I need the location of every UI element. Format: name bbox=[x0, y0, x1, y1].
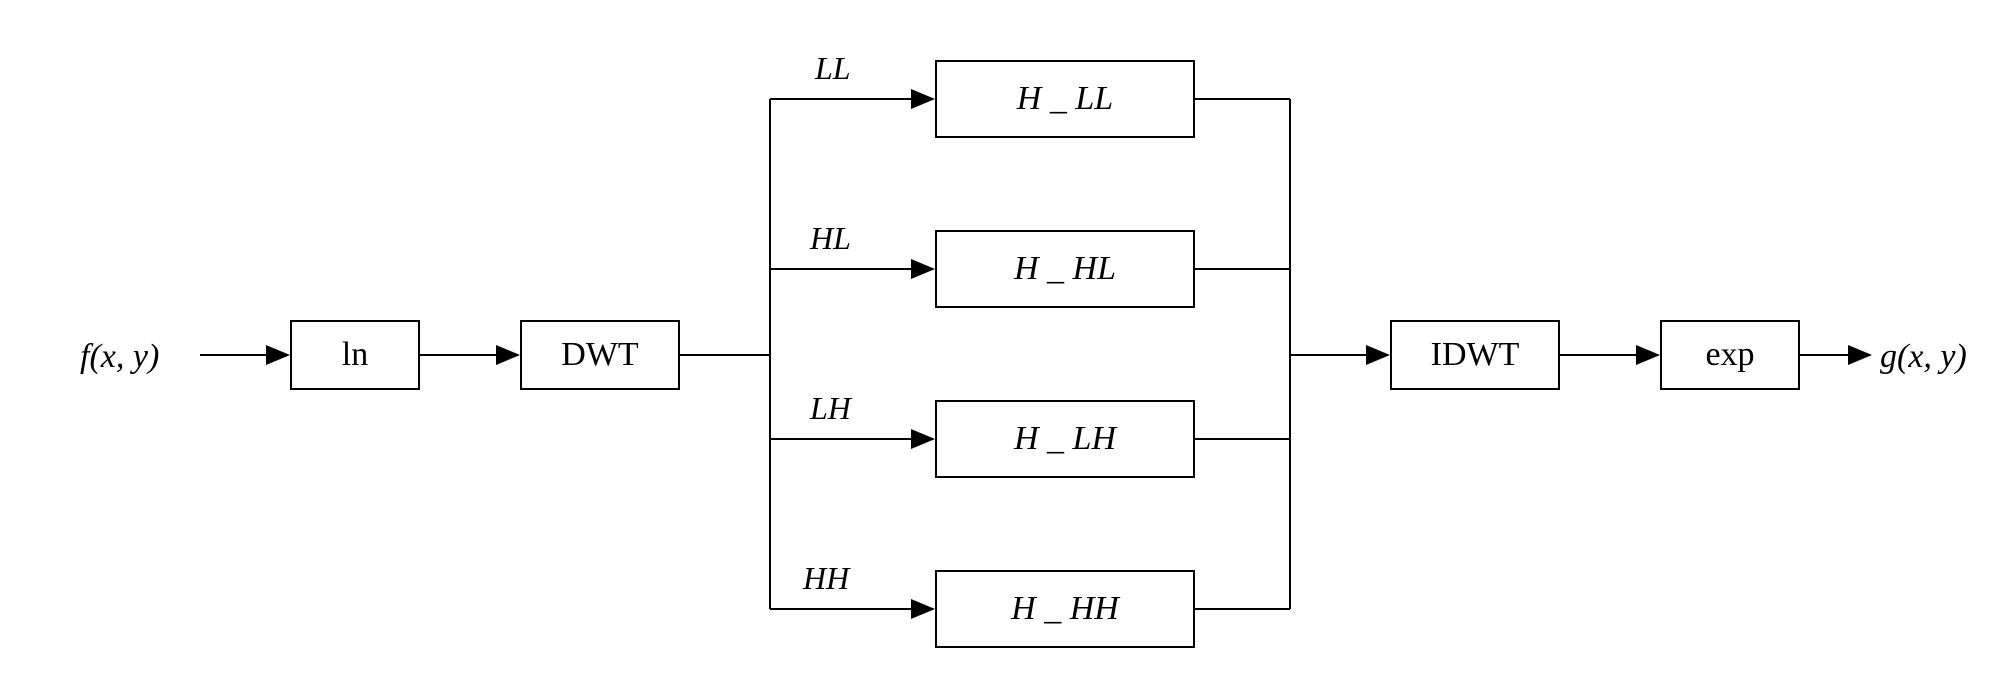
exp-box: exp bbox=[1660, 320, 1800, 390]
hh-edge-label: HH bbox=[803, 560, 849, 597]
h-hh-label: H _ HH bbox=[1011, 590, 1119, 628]
h-hh-box: H _ HH bbox=[935, 570, 1195, 648]
output-text: g(x, y) bbox=[1880, 338, 1967, 375]
output-label: g(x, y) bbox=[1880, 338, 1967, 376]
h-hl-box: H _ HL bbox=[935, 230, 1195, 308]
h-lh-box: H _ LH bbox=[935, 400, 1195, 478]
idwt-box: IDWT bbox=[1390, 320, 1560, 390]
dwt-label: DWT bbox=[561, 336, 638, 374]
ll-edge-label: LL bbox=[815, 50, 851, 87]
diagram-container: f(x, y) ln DWT H _ LL H _ HL H _ LH H _ … bbox=[0, 0, 2008, 690]
exp-label: exp bbox=[1705, 336, 1754, 374]
dwt-box: DWT bbox=[520, 320, 680, 390]
hl-edge-label: HL bbox=[810, 220, 851, 257]
input-text: f(x, y) bbox=[80, 338, 159, 375]
h-ll-label: H _ LL bbox=[1017, 80, 1113, 118]
h-lh-label: H _ LH bbox=[1014, 420, 1116, 458]
h-ll-box: H _ LL bbox=[935, 60, 1195, 138]
idwt-label: IDWT bbox=[1431, 336, 1520, 374]
lh-edge-label: LH bbox=[810, 390, 851, 427]
ln-label: ln bbox=[342, 336, 368, 374]
h-hl-label: H _ HL bbox=[1014, 250, 1116, 288]
ln-box: ln bbox=[290, 320, 420, 390]
input-label: f(x, y) bbox=[80, 338, 159, 376]
